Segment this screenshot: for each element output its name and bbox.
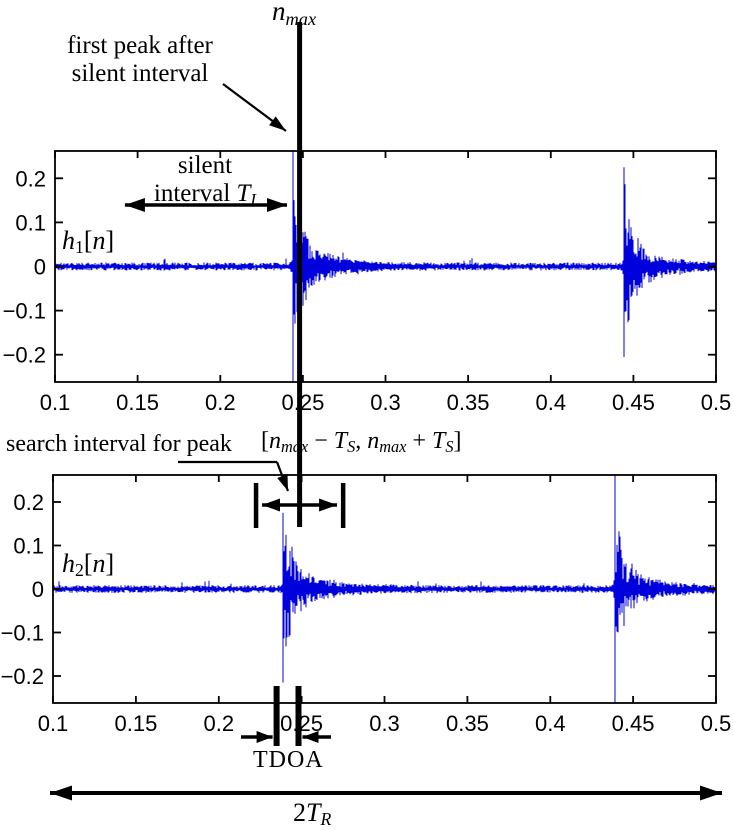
x-tick-label: 0.45 <box>612 390 655 415</box>
text-part: T <box>333 428 348 454</box>
total-span-arrow-head <box>50 785 72 801</box>
text-part: + <box>406 428 432 454</box>
search-left-bracket <box>253 483 259 528</box>
x-tick-label: 0.15 <box>114 711 157 736</box>
h2-waveform <box>53 475 716 703</box>
text-part: I <box>250 190 257 210</box>
silent-interval-annotation-line2: interval TI <box>115 180 295 210</box>
first-peak-annotation-line1: first peak after <box>67 32 213 59</box>
y-tick-label: 0.2 <box>15 166 46 191</box>
text-part: , <box>355 428 368 454</box>
text-part: [ <box>83 226 93 255</box>
text-part: n <box>92 226 106 255</box>
x-tick-label: 0.25 <box>281 390 324 415</box>
y-tick-label: −0.1 <box>3 299 46 324</box>
text-part: T <box>306 798 321 827</box>
n-max-label: nmax <box>272 0 317 29</box>
x-tick-label: 0.15 <box>116 390 159 415</box>
search-right-bracket <box>340 483 346 528</box>
total-span-label: 2TR <box>293 798 332 830</box>
search-interval-label: search interval for peak <box>6 431 232 457</box>
search-interval-expression: [nmax − TS, nmax + TS] <box>261 428 462 457</box>
x-tick-label: 0.1 <box>40 390 71 415</box>
text-part: n <box>367 428 380 454</box>
first-peak-arrow-head <box>269 116 286 131</box>
text-part: ] <box>453 428 462 454</box>
text-part: max <box>281 437 309 457</box>
text-part: 1 <box>75 237 84 258</box>
x-tick-label: 0.45 <box>612 711 655 736</box>
text-part: max <box>285 8 317 29</box>
text-part: n <box>92 549 106 578</box>
x-tick-label: 0.5 <box>701 390 732 415</box>
search-interval-arrow-head <box>319 498 338 512</box>
text-part: max <box>379 437 407 457</box>
h1-series-label: h1[n] <box>62 226 115 258</box>
y-tick-label: 0.1 <box>13 534 44 559</box>
x-tick-label: 0.4 <box>536 390 567 415</box>
search-connector-arrow-head <box>277 474 288 491</box>
text-part: h <box>62 226 75 255</box>
silent-interval-arrow-head <box>124 198 145 212</box>
x-tick-label: 0.35 <box>446 711 489 736</box>
text-part: − <box>308 428 334 454</box>
text-part: S <box>445 437 454 457</box>
x-tick-label: 0.2 <box>204 711 235 736</box>
x-tick-label: 0.3 <box>369 711 400 736</box>
text-part: interval <box>153 180 237 207</box>
tdoa-left-arrow-head <box>256 731 273 743</box>
x-tick-label: 0.25 <box>280 711 323 736</box>
n-max-line <box>297 22 303 527</box>
text-part: [ <box>83 549 93 578</box>
text-part: 2 <box>75 560 84 581</box>
tdoa-right-arrow-head <box>302 731 319 743</box>
text-part: 2 <box>293 798 306 827</box>
silent-interval-annotation-line1: silent <box>177 152 233 179</box>
first-peak-annotation: first peak after silent interval <box>35 32 245 88</box>
h2-series-label: h2[n] <box>62 549 115 581</box>
text-part: T <box>431 428 446 454</box>
tdoa-label: TDOA <box>253 747 324 773</box>
total-span-arrow-head <box>700 785 722 801</box>
text-part: ] <box>105 226 115 255</box>
y-tick-label: 0 <box>34 255 46 280</box>
y-tick-label: −0.2 <box>1 664 44 689</box>
x-tick-label: 0.5 <box>701 711 732 736</box>
text-part: n <box>272 0 286 26</box>
y-tick-label: −0.2 <box>3 343 46 368</box>
x-tick-label: 0.3 <box>370 390 401 415</box>
y-tick-label: 0.2 <box>13 490 44 515</box>
text-part: ] <box>105 549 115 578</box>
text-part: [ <box>261 428 269 454</box>
first-peak-annotation-line2: silent interval <box>71 60 209 87</box>
text-part: T <box>236 180 251 207</box>
x-tick-label: 0.4 <box>535 711 566 736</box>
x-tick-label: 0.35 <box>447 390 490 415</box>
silent-interval-annotation: silent interval TI <box>115 152 295 210</box>
y-tick-label: 0.1 <box>15 210 46 235</box>
y-tick-label: 0 <box>32 577 44 602</box>
silent-interval-arrow-head <box>267 198 288 212</box>
text-part: S <box>347 437 356 457</box>
x-tick-label: 0.2 <box>205 390 236 415</box>
tdoa-right-mark <box>295 686 302 746</box>
tdoa-left-mark <box>273 686 280 746</box>
text-part: R <box>320 809 332 830</box>
x-tick-label: 0.1 <box>38 711 69 736</box>
text-part: h <box>62 549 75 578</box>
y-tick-label: −0.1 <box>1 621 44 646</box>
text-part: n <box>269 428 281 454</box>
search-interval-arrow-head <box>262 498 280 512</box>
